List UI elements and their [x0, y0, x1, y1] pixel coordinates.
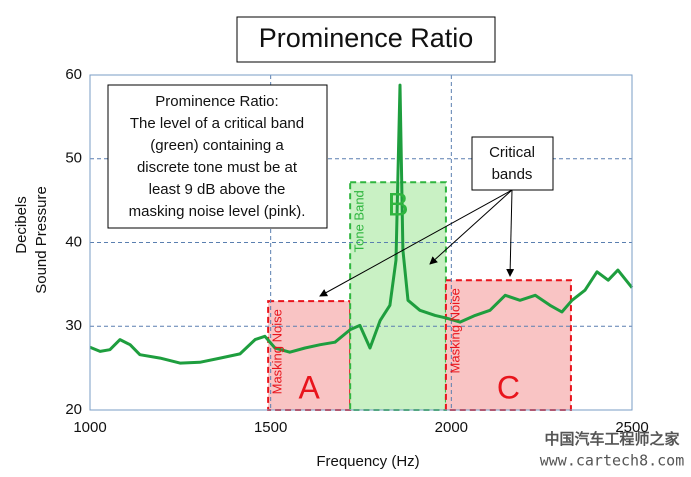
arrow — [506, 189, 515, 277]
x-tick-label: 1500 — [254, 419, 287, 436]
chart-title: Prominence Ratio — [259, 23, 474, 53]
band-label: Tone Band — [352, 190, 367, 252]
note-line: The level of a critical band — [130, 115, 304, 132]
line — [89, 83, 634, 365]
y-tick-label: 60 — [65, 66, 82, 83]
note-line: least 9 dB above the — [149, 181, 286, 198]
note-line: Prominence Ratio: — [155, 93, 278, 110]
note-box — [107, 84, 328, 229]
band — [444, 279, 572, 411]
x-tick-label: 1000 — [73, 419, 106, 436]
band-label: Masking Noise — [270, 309, 285, 394]
band-letter: C — [497, 369, 520, 405]
note-line: discrete tone must be at — [137, 159, 298, 176]
watermark: 中国汽车工程师之家 — [544, 430, 679, 448]
band — [267, 300, 352, 411]
plot-frame — [89, 74, 633, 411]
y-axis-label: Decibels — [13, 196, 30, 254]
y-tick-label: 20 — [65, 401, 82, 418]
y-tick-label: 40 — [65, 233, 82, 250]
y-tick-label: 50 — [65, 150, 82, 167]
arrow — [429, 189, 513, 265]
y-tick-label: 30 — [65, 317, 82, 334]
band-label: Masking Noise — [447, 288, 462, 373]
band-letter: A — [298, 369, 320, 405]
watermark: www.cartech8.com — [540, 452, 685, 470]
y-axis-label: Sound Pressure — [33, 186, 50, 294]
callout-line: Critical — [489, 144, 535, 161]
band-letter: B — [387, 187, 408, 223]
title-box — [236, 16, 496, 63]
note-line: masking noise level (pink). — [129, 203, 306, 220]
callout-box — [471, 136, 554, 191]
note-line: (green) containing a — [150, 137, 284, 154]
callout-line: bands — [492, 166, 533, 183]
x-tick-label: 2000 — [435, 419, 468, 436]
arrow — [319, 189, 513, 297]
x-axis-label: Frequency (Hz) — [316, 453, 419, 470]
x-tick-label: 2500 — [615, 419, 648, 436]
